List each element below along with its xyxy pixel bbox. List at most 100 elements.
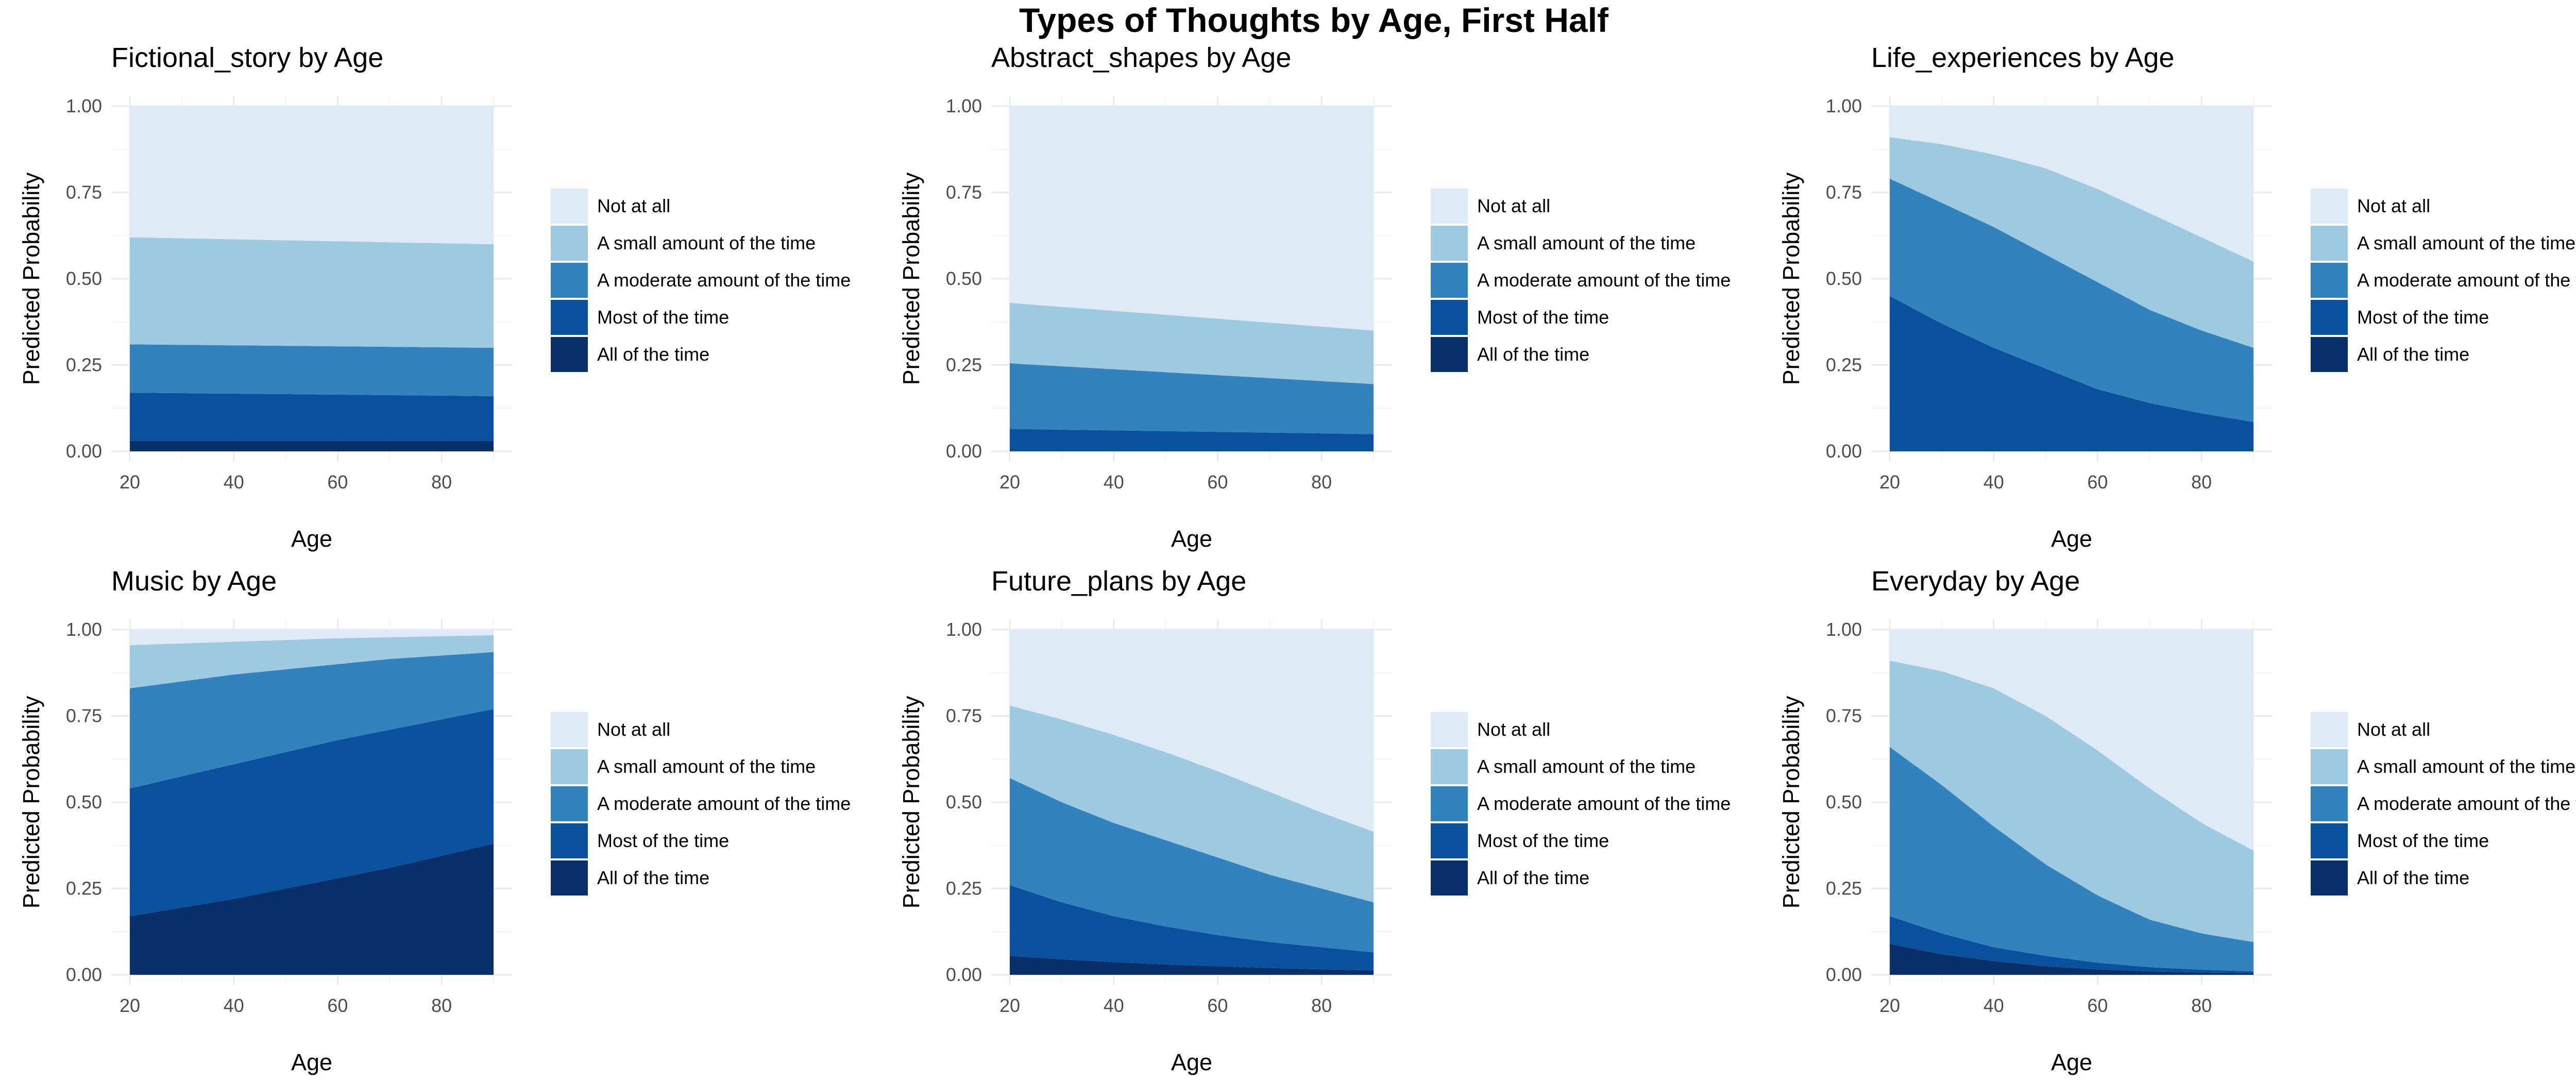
y-axis-label: Predicted Probability	[898, 172, 924, 385]
panel-everyday: 0.00 0.25 0.50 0.75 1.00 20 40 60 80 Age Predicted…	[1778, 566, 2576, 1075]
x-tick-label: 40	[224, 471, 244, 493]
y-tick-label: 0.50	[946, 791, 982, 813]
y-tick-label: 0.50	[1826, 791, 1862, 813]
x-tick-label: 20	[120, 995, 140, 1016]
x-tick-label: 80	[1311, 471, 1332, 493]
y-tick-label: 0.25	[66, 878, 102, 899]
legend-key-a-moderate-amount-of-the-time	[1431, 263, 1468, 298]
legend-key-a-small-amount-of-the-time	[551, 749, 588, 784]
legend-label: All of the time	[1477, 867, 1589, 888]
y-tick-label: 0.75	[946, 705, 982, 726]
legend-label: A small amount of the time	[1477, 232, 1696, 253]
legend: Not at all A small amount of the time A mo…	[551, 712, 851, 895]
legend-key-all-of-the-time	[1431, 860, 1468, 895]
legend-key-most-of-the-time	[1431, 823, 1468, 858]
y-tick-label: 1.00	[1826, 619, 1862, 640]
x-tick-label: 80	[2191, 471, 2212, 493]
y-tick-label: 0.25	[66, 354, 102, 376]
legend-label: Most of the time	[1477, 307, 1609, 328]
area-band-not-at-all	[130, 630, 494, 646]
x-axis-label: Age	[1171, 526, 1212, 552]
legend-key-a-small-amount-of-the-time	[551, 226, 588, 261]
legend-key-a-small-amount-of-the-time	[1431, 226, 1468, 261]
y-tick-label: 0.00	[66, 964, 102, 985]
x-tick-label: 40	[1984, 471, 2004, 493]
y-axis-label: Predicted Probability	[898, 696, 924, 908]
legend-key-a-moderate-amount-of-the-time	[2311, 786, 2348, 821]
area-band-a-small-amount-of-the-time	[1890, 137, 2253, 348]
y-tick-label: 0.75	[946, 182, 982, 203]
legend-key-a-small-amount-of-the-time	[1431, 749, 1468, 784]
legend-key-not-at-all	[2311, 712, 2348, 747]
y-tick-label: 0.25	[1826, 354, 1862, 376]
legend-key-a-moderate-amount-of-the-time	[1431, 786, 1468, 821]
legend: Not at all A small amount of the time A mo…	[2311, 189, 2576, 372]
y-tick-label: 0.00	[946, 441, 982, 462]
x-tick-label: 80	[2191, 995, 2212, 1016]
x-tick-label: 60	[1207, 995, 1228, 1016]
legend-key-not-at-all	[551, 712, 588, 747]
area-band-most-of-the-time	[1890, 296, 2253, 451]
legend-label: Most of the time	[597, 307, 729, 328]
x-tick-label: 20	[999, 471, 1020, 493]
legend-label: A moderate amount of the time	[1477, 269, 1731, 291]
area-band-a-small-amount-of-the-time	[1010, 705, 1374, 903]
legend-label: A small amount of the time	[597, 232, 816, 253]
legend-key-most-of-the-time	[551, 823, 588, 858]
y-axis-label: Predicted Probability	[18, 172, 44, 385]
y-tick-label: 1.00	[66, 619, 102, 640]
area-band-a-moderate-amount-of-the-time	[1890, 747, 2253, 972]
area-band-a-moderate-amount-of-the-time	[1010, 778, 1374, 953]
legend-key-all-of-the-time	[2311, 860, 2348, 895]
legend-key-a-moderate-amount-of-the-time	[551, 263, 588, 298]
x-tick-label: 20	[1879, 995, 1900, 1016]
area-band-a-moderate-amount-of-the-time	[130, 344, 494, 396]
y-tick-label: 1.00	[66, 95, 102, 116]
legend-key-a-moderate-amount-of-the-time	[551, 786, 588, 821]
y-tick-label: 0.75	[66, 182, 102, 203]
legend-key-a-small-amount-of-the-time	[2311, 226, 2348, 261]
legend-label: A small amount of the time	[2357, 756, 2575, 777]
panel-title: Fictional_story by Age	[111, 42, 383, 73]
legend-label: A small amount of the time	[2357, 232, 2575, 253]
area-band-all-of-the-time	[130, 843, 494, 975]
legend: Not at all A small amount of the time A mo…	[1431, 189, 1731, 372]
y-tick-label: 0.50	[66, 791, 102, 813]
legend: Not at all A small amount of the time A mo…	[1431, 712, 1731, 895]
legend-label: Most of the time	[1477, 830, 1609, 851]
area-band-not-at-all	[130, 106, 494, 244]
legend-key-most-of-the-time	[1431, 300, 1468, 335]
legend-label: A moderate amount of the time	[597, 793, 851, 814]
panel-title: Life_experiences by Age	[1871, 42, 2174, 73]
legend-label: Not at all	[2357, 195, 2430, 216]
area-band-all-of-the-time	[130, 441, 494, 451]
legend-label: Not at all	[597, 195, 670, 216]
y-tick-label: 0.50	[1826, 268, 1862, 289]
x-tick-label: 40	[224, 995, 244, 1016]
panel-title: Abstract_shapes by Age	[991, 42, 1291, 73]
area-band-not-at-all	[1010, 106, 1374, 331]
y-tick-label: 0.75	[1826, 182, 1862, 203]
y-tick-label: 0.00	[66, 441, 102, 462]
area-band-a-small-amount-of-the-time	[130, 237, 494, 348]
legend-label: All of the time	[597, 344, 709, 365]
y-tick-label: 0.25	[946, 878, 982, 899]
legend-label: Most of the time	[2357, 307, 2489, 328]
legend-label: All of the time	[2357, 867, 2469, 888]
legend-key-most-of-the-time	[551, 300, 588, 335]
area-band-not-at-all	[1010, 630, 1374, 832]
panel-life-experiences: 0.00 0.25 0.50 0.75 1.00 20 40 60 80 Age Predicted…	[1778, 42, 2576, 552]
y-tick-label: 1.00	[946, 95, 982, 116]
legend-key-a-small-amount-of-the-time	[2311, 749, 2348, 784]
y-tick-label: 0.00	[1826, 441, 1862, 462]
area-band-a-moderate-amount-of-the-time	[1010, 363, 1374, 434]
x-tick-label: 60	[1207, 471, 1228, 493]
legend: Not at all A small amount of the time A mo…	[551, 189, 851, 372]
y-tick-label: 0.25	[1826, 878, 1862, 899]
legend-key-all-of-the-time	[1431, 337, 1468, 372]
legend-key-not-at-all	[1431, 712, 1468, 747]
area-band-most-of-the-time	[130, 393, 494, 441]
x-tick-label: 20	[120, 471, 140, 493]
y-tick-label: 0.75	[66, 705, 102, 726]
